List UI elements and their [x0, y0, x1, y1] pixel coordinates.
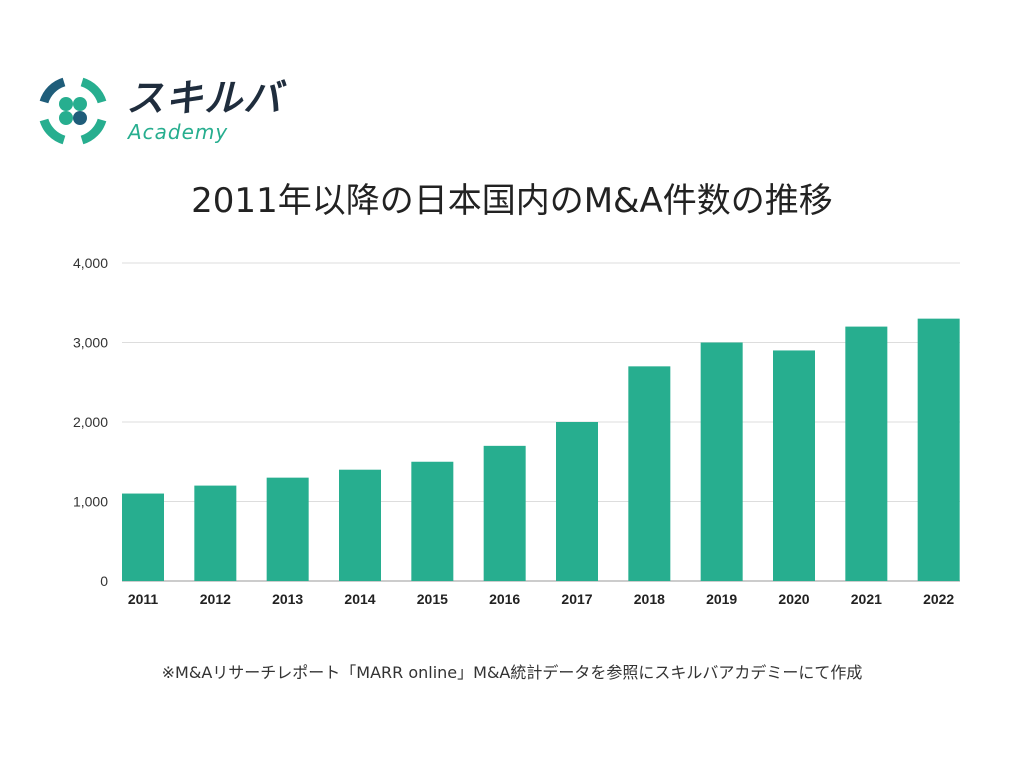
- x-tick-label: 2022: [923, 591, 954, 607]
- x-tick-label: 2018: [634, 591, 665, 607]
- x-tick-label: 2012: [200, 591, 231, 607]
- grid-lines: [122, 262, 960, 582]
- bar-2017: [556, 422, 598, 581]
- bars: [122, 318, 960, 581]
- bar-2015: [411, 461, 454, 581]
- bar-2021: [845, 326, 888, 581]
- y-tick-label: 4,000: [73, 255, 108, 271]
- x-tick-label: 2020: [778, 591, 809, 607]
- y-tick-label: 1,000: [73, 494, 108, 510]
- x-tick-label: 2014: [344, 591, 375, 607]
- bar-2022: [917, 318, 960, 581]
- x-tick-label: 2013: [272, 591, 303, 607]
- bar-2020: [773, 350, 815, 581]
- x-tick-label: 2016: [489, 591, 520, 607]
- logo-name: スキルバ: [126, 76, 283, 120]
- x-axis-ticks: 2011 2012 2013 2014 2015 2016 2017 2018 2019 2020…: [128, 591, 955, 607]
- x-tick-label: 2017: [561, 591, 592, 607]
- footnote: ※M&Aリサーチレポート「MARR online」M&A統計データを参照にスキル…: [161, 663, 863, 682]
- x-tick-label: 2011: [128, 591, 159, 607]
- bar-2014: [339, 469, 381, 581]
- y-axis-ticks: 0 1,000 2,000 3,000 4,000: [73, 255, 108, 589]
- bar-2011: [122, 493, 164, 581]
- bar-2016: [483, 445, 526, 581]
- bar-2019: [700, 342, 743, 581]
- bar-2018: [628, 366, 671, 581]
- y-tick-label: 3,000: [73, 335, 108, 351]
- logo-subtitle: Academy: [128, 120, 229, 144]
- chart-title: 2011年以降の日本国内のM&A件数の推移: [191, 181, 833, 221]
- bar-2013: [266, 477, 309, 581]
- y-tick-label: 0: [100, 573, 108, 589]
- bar-2012: [194, 485, 237, 581]
- logo: スキルバ Academy: [38, 76, 338, 148]
- x-tick-label: 2015: [417, 591, 448, 607]
- x-tick-label: 2019: [706, 591, 737, 607]
- x-tick-label: 2021: [851, 591, 882, 607]
- y-tick-label: 2,000: [73, 414, 108, 430]
- logo-mark-icon: [39, 77, 107, 145]
